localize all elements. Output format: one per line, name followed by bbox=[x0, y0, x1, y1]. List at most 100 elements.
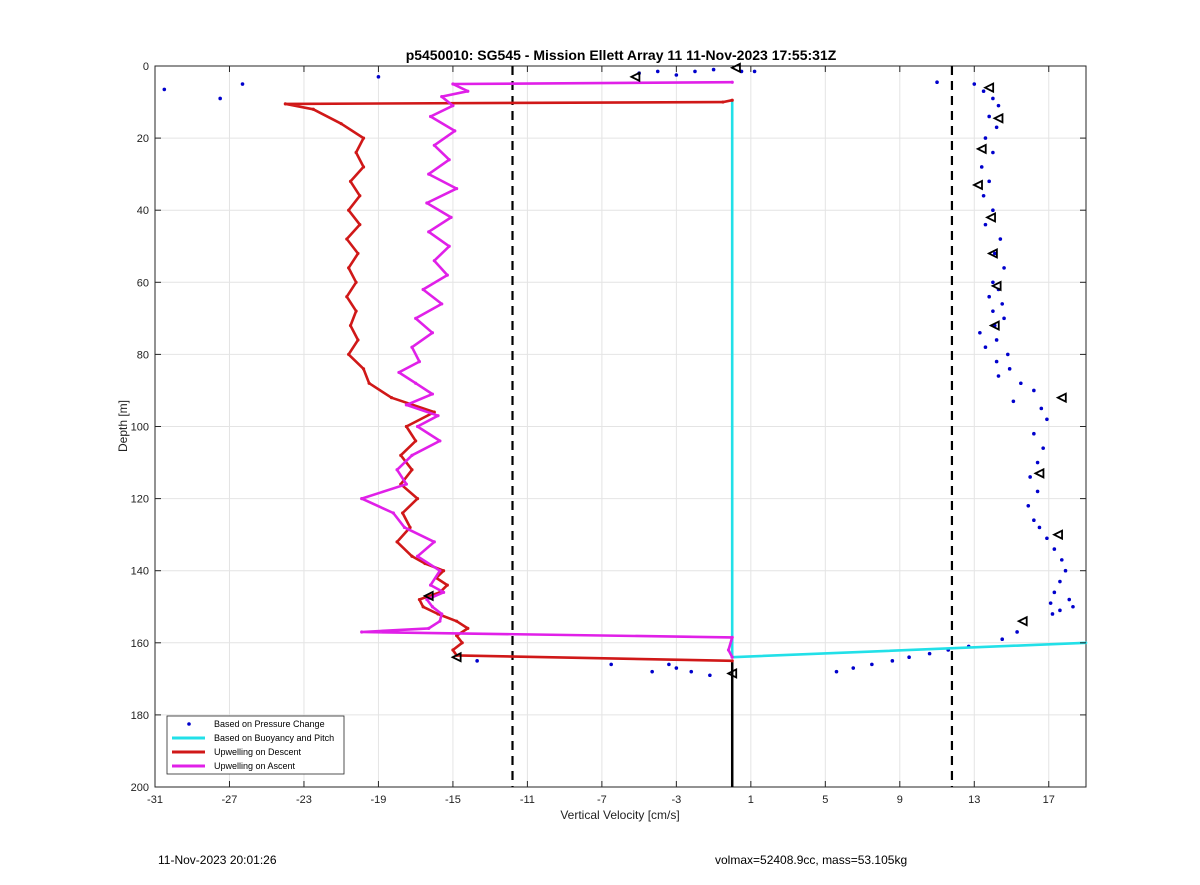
pressure-point bbox=[240, 82, 245, 86]
series-point bbox=[348, 179, 353, 183]
pressure-point bbox=[1058, 579, 1062, 584]
pressure-point bbox=[655, 69, 660, 74]
pressure-point bbox=[711, 67, 716, 72]
pressure-point bbox=[927, 651, 932, 656]
pressure-point bbox=[991, 208, 995, 212]
pressure-point bbox=[376, 75, 381, 79]
direction-marker bbox=[629, 71, 641, 83]
legend: Based on Pressure Change Based on Buoyanc… bbox=[166, 715, 345, 775]
pressure-point bbox=[987, 114, 991, 119]
pressure-point bbox=[983, 222, 988, 227]
pressure-point bbox=[1002, 316, 1006, 321]
series-point bbox=[432, 259, 436, 263]
series-point bbox=[430, 392, 435, 396]
direction-marker bbox=[422, 590, 434, 602]
series-point bbox=[354, 309, 358, 313]
pressure-point bbox=[994, 359, 999, 364]
series-point bbox=[361, 165, 366, 169]
series-point bbox=[425, 597, 429, 602]
series-layer bbox=[162, 67, 1088, 678]
series-point bbox=[451, 104, 455, 108]
series-point bbox=[730, 659, 734, 663]
pressure-point bbox=[1032, 518, 1036, 523]
direction-marker bbox=[971, 179, 983, 191]
series-point bbox=[408, 525, 412, 530]
direction-markers bbox=[422, 62, 1067, 679]
pressure-point bbox=[983, 136, 988, 140]
pressure-point bbox=[650, 669, 654, 674]
series-point bbox=[427, 230, 431, 234]
direction-marker bbox=[726, 667, 738, 679]
series-point bbox=[451, 82, 455, 86]
pressure-point bbox=[998, 237, 1003, 241]
series-point bbox=[356, 338, 360, 342]
legend-label: Upwelling on Descent bbox=[214, 747, 302, 757]
legend-label: Based on Pressure Change bbox=[214, 719, 325, 729]
pressure-point bbox=[991, 150, 995, 155]
footer-timestamp: 11-Nov-2023 20:01:26 bbox=[158, 853, 277, 867]
series-point bbox=[421, 605, 425, 609]
series-point bbox=[404, 482, 408, 486]
direction-marker bbox=[983, 82, 995, 94]
series-point bbox=[401, 511, 405, 515]
pressure-point bbox=[907, 655, 911, 660]
x-tick-label: 9 bbox=[897, 794, 903, 806]
series-point bbox=[414, 316, 418, 320]
series-point bbox=[730, 425, 734, 428]
direction-marker bbox=[1033, 467, 1045, 479]
pressure-point bbox=[991, 280, 995, 285]
pressure-point bbox=[1045, 417, 1049, 422]
pressure-point bbox=[1050, 612, 1055, 616]
pressure-point bbox=[1041, 446, 1045, 450]
pressure-point bbox=[1032, 431, 1036, 436]
pressure-point bbox=[1028, 475, 1032, 479]
series-point bbox=[345, 237, 349, 241]
y-tick-label: 160 bbox=[131, 638, 149, 650]
pressure-point bbox=[994, 338, 999, 342]
series-point bbox=[440, 302, 444, 306]
series-point bbox=[402, 525, 407, 530]
legend-box bbox=[166, 715, 345, 775]
series-point bbox=[354, 150, 358, 155]
series-point bbox=[730, 80, 734, 84]
series-point bbox=[432, 540, 436, 544]
y-tick-label: 120 bbox=[131, 494, 149, 506]
series-point bbox=[447, 158, 451, 162]
series-point bbox=[358, 194, 362, 198]
series-point bbox=[356, 251, 360, 256]
pressure-point bbox=[475, 659, 479, 663]
series-point bbox=[455, 186, 459, 191]
x-tick-label: -15 bbox=[445, 794, 461, 806]
pressure-point bbox=[996, 103, 1001, 108]
x-tick-label: 17 bbox=[1043, 794, 1055, 806]
series-point bbox=[427, 626, 431, 630]
pressure-point bbox=[991, 96, 995, 101]
pressure-point bbox=[1063, 568, 1068, 573]
series-point bbox=[360, 630, 364, 634]
pressure-point bbox=[834, 669, 839, 674]
series-point bbox=[453, 129, 457, 133]
series-point bbox=[345, 295, 349, 299]
direction-marker bbox=[975, 143, 987, 155]
series-point bbox=[438, 619, 442, 623]
series-point bbox=[347, 266, 351, 270]
series-point bbox=[354, 280, 358, 284]
pressure-point bbox=[890, 659, 895, 663]
pressure-point bbox=[1052, 547, 1057, 551]
pressure-point bbox=[609, 662, 613, 667]
x-axis-label: Vertical Velocity [cm/s] bbox=[560, 808, 679, 822]
series-point bbox=[430, 331, 435, 335]
pressure-point bbox=[752, 69, 757, 74]
pressure-point bbox=[1035, 460, 1040, 465]
y-tick-label: 180 bbox=[131, 710, 149, 722]
series-point bbox=[445, 583, 449, 587]
series-point bbox=[436, 414, 440, 418]
axis-ticks: -31 -27 -23 -19 -15 -11 -7 -3 1 5 9 13 1702040608010… bbox=[131, 61, 1086, 806]
series-point bbox=[440, 612, 444, 616]
legend-swatch bbox=[187, 722, 191, 726]
pressure-point bbox=[1011, 399, 1016, 404]
series-point bbox=[432, 143, 436, 147]
direction-marker bbox=[988, 320, 1000, 332]
pressure-point bbox=[1052, 590, 1057, 595]
